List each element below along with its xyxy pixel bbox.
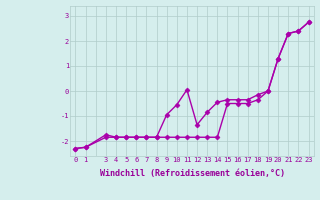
X-axis label: Windchill (Refroidissement éolien,°C): Windchill (Refroidissement éolien,°C) <box>100 169 284 178</box>
